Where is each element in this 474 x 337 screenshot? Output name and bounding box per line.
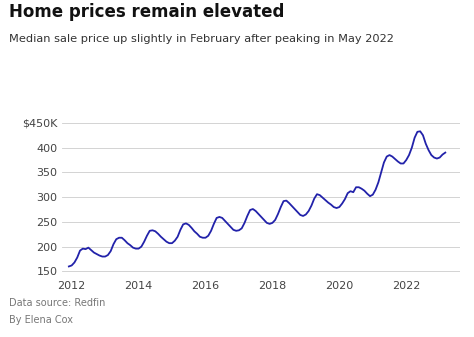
- Text: Median sale price up slightly in February after peaking in May 2022: Median sale price up slightly in Februar…: [9, 34, 394, 44]
- Text: Data source: Redfin: Data source: Redfin: [9, 298, 106, 308]
- Text: By Elena Cox: By Elena Cox: [9, 315, 73, 325]
- Text: Home prices remain elevated: Home prices remain elevated: [9, 3, 285, 21]
